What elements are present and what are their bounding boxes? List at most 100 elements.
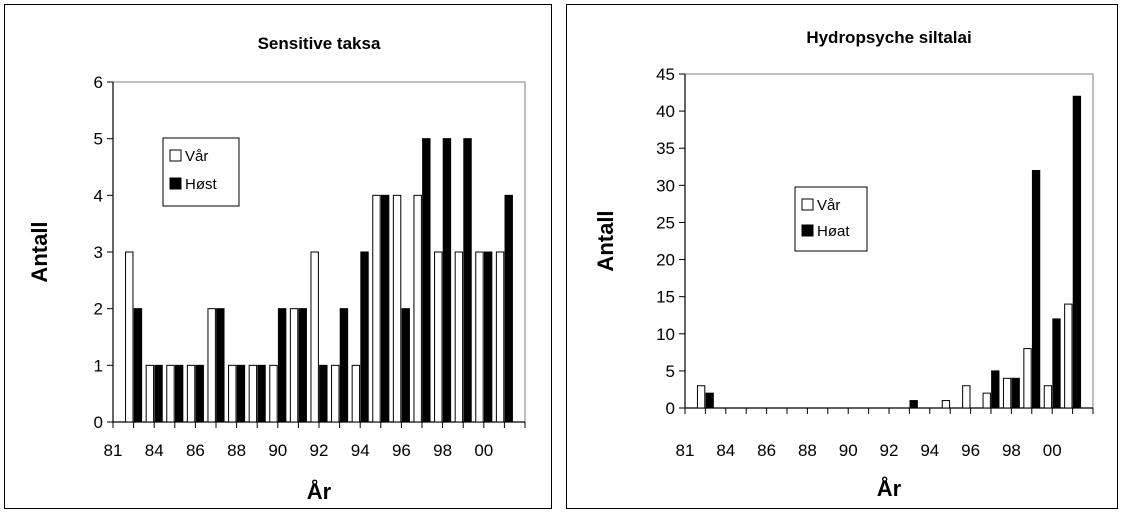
bar-vår — [982, 392, 991, 409]
bar-vår — [1064, 303, 1073, 409]
x-tick-label: 94 — [351, 441, 370, 460]
bar-vår — [289, 308, 299, 423]
y-tick-label: 6 — [94, 73, 103, 92]
y-axis-title: Antall — [593, 210, 618, 271]
legend-box — [794, 186, 868, 252]
bar-høat — [1011, 377, 1020, 409]
x-tick-label: 94 — [920, 441, 939, 460]
legend-label: Vår — [817, 197, 840, 214]
legend-swatch — [169, 149, 182, 162]
bar-høst — [133, 308, 143, 423]
legend-label: Høat — [817, 223, 850, 240]
x-tick-label: 92 — [310, 441, 329, 460]
bar-høst — [483, 251, 493, 423]
chart-panel-sensitive-taksa: Sensitive taksa 0 1 2 3 4 5 6 81 84 86 88 90 92 94 96 98… — [4, 4, 552, 509]
x-tick-label: 84 — [716, 441, 735, 460]
bar-vår — [696, 385, 706, 409]
bar-høat — [1031, 169, 1041, 409]
x-tick-label: 84 — [145, 441, 164, 460]
bar-høst — [504, 194, 513, 423]
bar-høst — [360, 251, 369, 423]
legend: Vår Høat — [794, 186, 868, 252]
y-tick-label: 3 — [94, 243, 103, 262]
bar-høst — [257, 364, 266, 423]
bar-vår — [372, 194, 381, 423]
x-axis-title: År — [877, 475, 902, 501]
bar-høst — [174, 364, 184, 423]
bar-vår — [495, 251, 505, 423]
bar-vår — [145, 364, 155, 423]
x-tick-label: 00 — [474, 441, 493, 460]
bar-vår — [310, 251, 319, 423]
bar-høat — [1072, 95, 1082, 409]
bar-vår — [1023, 348, 1032, 409]
bar-vår — [186, 364, 196, 423]
bar-høat — [909, 400, 918, 409]
bar-høst — [422, 138, 431, 423]
bar-høat — [1052, 318, 1061, 409]
bar-vår — [454, 251, 464, 423]
bar-vår — [207, 308, 216, 423]
bar-vår — [413, 194, 422, 423]
bar-høst — [463, 138, 472, 423]
legend-box — [162, 137, 240, 207]
bar-vår — [269, 364, 278, 423]
plot-area — [684, 73, 1094, 409]
bar-vår — [1043, 385, 1053, 409]
y-tick-label: 5 — [666, 362, 675, 381]
bar-vår — [475, 251, 484, 423]
x-tick-label: 98 — [433, 441, 452, 460]
bar-høst — [216, 308, 225, 423]
legend: Vår Høst — [162, 137, 240, 207]
bar-vår — [392, 194, 402, 423]
bar-høst — [319, 364, 328, 423]
bar-vår — [1002, 377, 1012, 409]
chart-hydropsyche-siltalai: Hydropsyche siltalai 0 5 10 15 20 25 30 35 40 45 81… — [593, 28, 1094, 501]
bar-vår — [228, 364, 237, 423]
y-tick-label: 15 — [656, 288, 675, 307]
bar-vår — [351, 364, 361, 423]
y-tick-label: 40 — [656, 102, 675, 121]
bar-vår — [962, 385, 971, 409]
bar-høst — [236, 364, 246, 423]
y-tick-label: 5 — [94, 130, 103, 149]
bar-høst — [339, 308, 349, 423]
legend-label: Vår — [185, 148, 208, 165]
y-tick-label: 1 — [94, 356, 103, 375]
bar-vår — [941, 400, 951, 409]
bar-høat — [705, 392, 714, 409]
chart-title: Hydropsyche siltalai — [806, 28, 971, 47]
bar-vår — [434, 251, 443, 423]
bar-vår — [125, 251, 134, 423]
y-tick-label: 45 — [656, 65, 675, 84]
bar-vår — [248, 364, 258, 423]
x-tick-label: 00 — [1043, 441, 1062, 460]
x-axis-title: År — [307, 478, 332, 504]
x-tick-label: 81 — [676, 441, 695, 460]
x-tick-label: 81 — [104, 441, 123, 460]
x-tick-label: 98 — [1002, 441, 1021, 460]
y-tick-label: 2 — [94, 300, 103, 319]
x-tick-label: 92 — [880, 441, 899, 460]
bar-høst — [154, 364, 163, 423]
x-tick-label: 88 — [798, 441, 817, 460]
chart-sensitive-taksa: Sensitive taksa 0 1 2 3 4 5 6 81 84 86 88 90 92 94 96 98… — [27, 34, 526, 504]
y-axis-title: Antall — [27, 221, 52, 282]
x-tick-label: 90 — [839, 441, 858, 460]
bar-høst — [277, 308, 287, 423]
y-tick-label: 25 — [656, 213, 675, 232]
x-tick-label: 90 — [268, 441, 287, 460]
chart-panel-hydropsyche-siltalai: Hydropsyche siltalai 0 5 10 15 20 25 30 35 40 45 81… — [566, 4, 1118, 509]
bar-vår — [331, 364, 340, 423]
y-tick-label: 0 — [94, 413, 103, 432]
legend-swatch — [169, 177, 182, 190]
bar-høat — [991, 370, 1000, 409]
y-tick-label: 10 — [656, 325, 675, 344]
x-tick-label: 88 — [227, 441, 246, 460]
x-tick-label: 86 — [757, 441, 776, 460]
y-tick-label: 4 — [94, 186, 103, 205]
y-tick-label: 0 — [666, 399, 675, 418]
bar-høst — [298, 308, 307, 423]
bar-høst — [442, 138, 452, 423]
bar-høst — [195, 364, 204, 423]
